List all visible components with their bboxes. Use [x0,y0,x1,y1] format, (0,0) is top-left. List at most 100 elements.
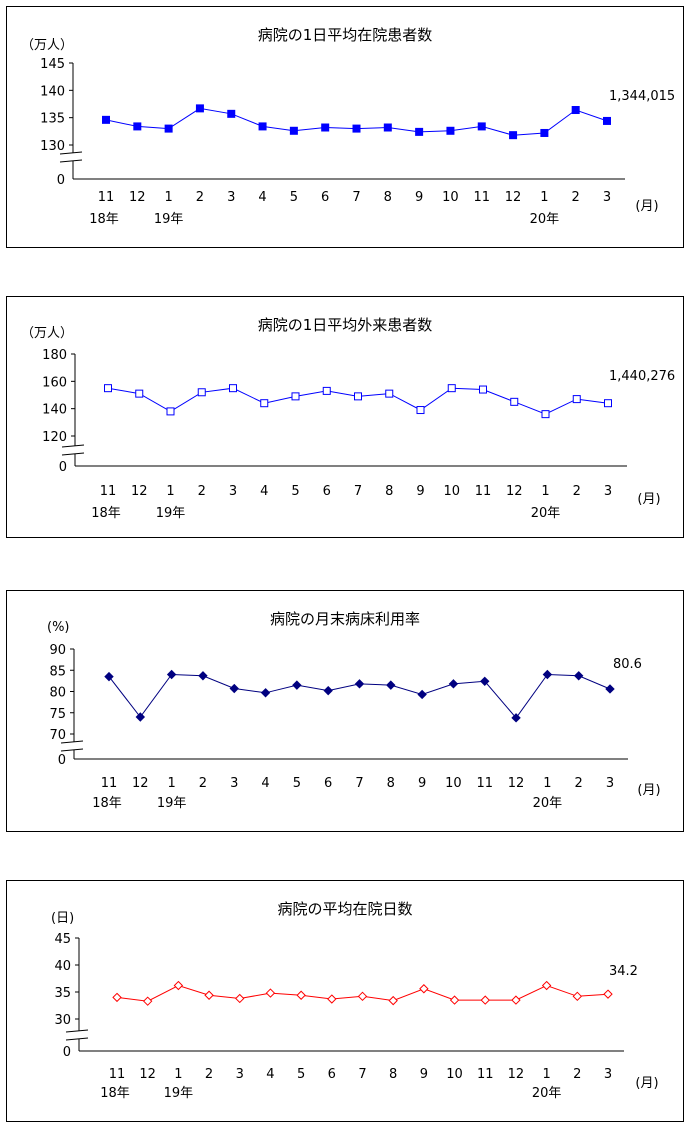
y-tick-label: 135 [40,112,65,127]
x-tick-label: 1 [167,776,175,791]
data-point [135,389,144,398]
x-tick-label: 7 [352,190,360,205]
x-tick-label: 4 [261,776,269,791]
axis-break-mark [60,740,84,744]
y-tick-label: 35 [54,986,71,1001]
data-point [388,995,398,1006]
x-tick-label: 12 [505,190,522,205]
year-label: 20年 [533,796,563,811]
y-tick-label: 80 [49,686,66,701]
y-tick-label: 40 [54,959,71,974]
data-point [321,123,330,132]
x-tick-label: 11 [100,484,117,499]
y-axis-label: （万人） [21,326,73,341]
x-tick-label: 1 [166,484,174,499]
data-point [417,689,427,700]
data-point [447,384,456,393]
y-tick-label: 45 [54,932,71,947]
data-point [112,992,122,1003]
data-point [480,995,490,1005]
chart-panel-outpatients: 病院の1日平均外来患者数 （万人） 120 140 160 180 0 11 12 1 2 3 4 5… [6,296,684,538]
y-tick-label: 120 [42,430,67,445]
axis-break-mark [59,151,83,155]
x-tick-label: 12 [508,776,525,791]
x-tick-label: 5 [291,484,299,499]
x-tick-label: 8 [385,484,393,499]
x-tick-label: 1 [164,190,172,205]
last-value-label: 80.6 [613,657,642,672]
year-label: 19年 [154,212,184,227]
data-point [235,993,245,1004]
x-tick-label: 4 [266,1067,274,1082]
x-tick-label: 10 [446,1067,463,1082]
x-tick-label: 3 [230,776,238,791]
x-tick-label: 12 [139,1067,156,1082]
year-label: 18年 [92,796,122,811]
data-point [541,980,552,991]
data-point [142,996,153,1006]
data-point [197,388,206,397]
x-tick-label: 3 [603,190,611,205]
axis-break-gap [63,153,83,161]
data-point [510,397,519,406]
x-tick-label: 3 [229,484,237,499]
x-tick-label: 8 [387,776,395,791]
y-tick-label: 140 [40,84,65,99]
y-tick-label: 75 [49,707,66,722]
chart-title: 病院の平均在院日数 [277,900,412,918]
data-point [322,386,331,395]
x-tick-label: 6 [321,190,329,205]
x-tick-label: 9 [418,776,426,791]
x-axis-unit: (月) [635,199,658,214]
x-tick-label: 3 [606,776,614,791]
x-tick-label: 5 [293,776,301,791]
y-tick-label: 160 [42,375,67,390]
x-tick-label: 3 [604,1067,612,1082]
year-label: 19年 [157,796,187,811]
x-tick-label: 1 [540,190,548,205]
x-tick-label: 6 [324,776,332,791]
data-point [446,126,455,135]
data-point [385,389,394,398]
data-point [166,669,177,680]
data-point [296,990,306,1000]
year-label: 18年 [89,212,119,227]
y-tick-label: 140 [42,403,67,418]
data-point [229,384,237,393]
data-point [572,395,581,404]
data-point [227,109,236,118]
x-tick-label: 12 [506,484,523,499]
x-tick-label: 2 [573,484,581,499]
x-tick-label: 8 [389,1067,397,1082]
x-tick-label: 1 [542,1067,550,1082]
x-tick-label: 5 [297,1067,305,1082]
data-point [104,671,114,682]
year-label: 18年 [100,1086,130,1101]
x-tick-label: 11 [473,190,490,205]
axis-break-mark [60,748,84,752]
x-tick-label: 12 [129,190,146,205]
x-tick-label: 4 [258,190,266,205]
axis-break-mark [61,452,85,456]
data-point [258,122,267,131]
x-tick-label: 12 [508,1067,525,1082]
axis-break-mark [65,1037,89,1041]
x-tick-label: 2 [575,776,583,791]
data-point [102,115,110,124]
y-tick-label-zero: 0 [58,753,66,768]
data-point [133,122,142,131]
data-point [289,126,298,135]
y-tick-label: 90 [49,643,66,658]
data-point [509,131,518,140]
x-tick-label: 7 [354,484,362,499]
x-tick-label: 7 [358,1067,366,1082]
axis-break-mark [59,159,83,163]
data-point [327,994,337,1004]
x-tick-label: 9 [416,484,424,499]
y-axis-label: (%) [47,620,70,635]
data-point [204,990,214,1000]
y-tick-label: 85 [49,664,66,679]
